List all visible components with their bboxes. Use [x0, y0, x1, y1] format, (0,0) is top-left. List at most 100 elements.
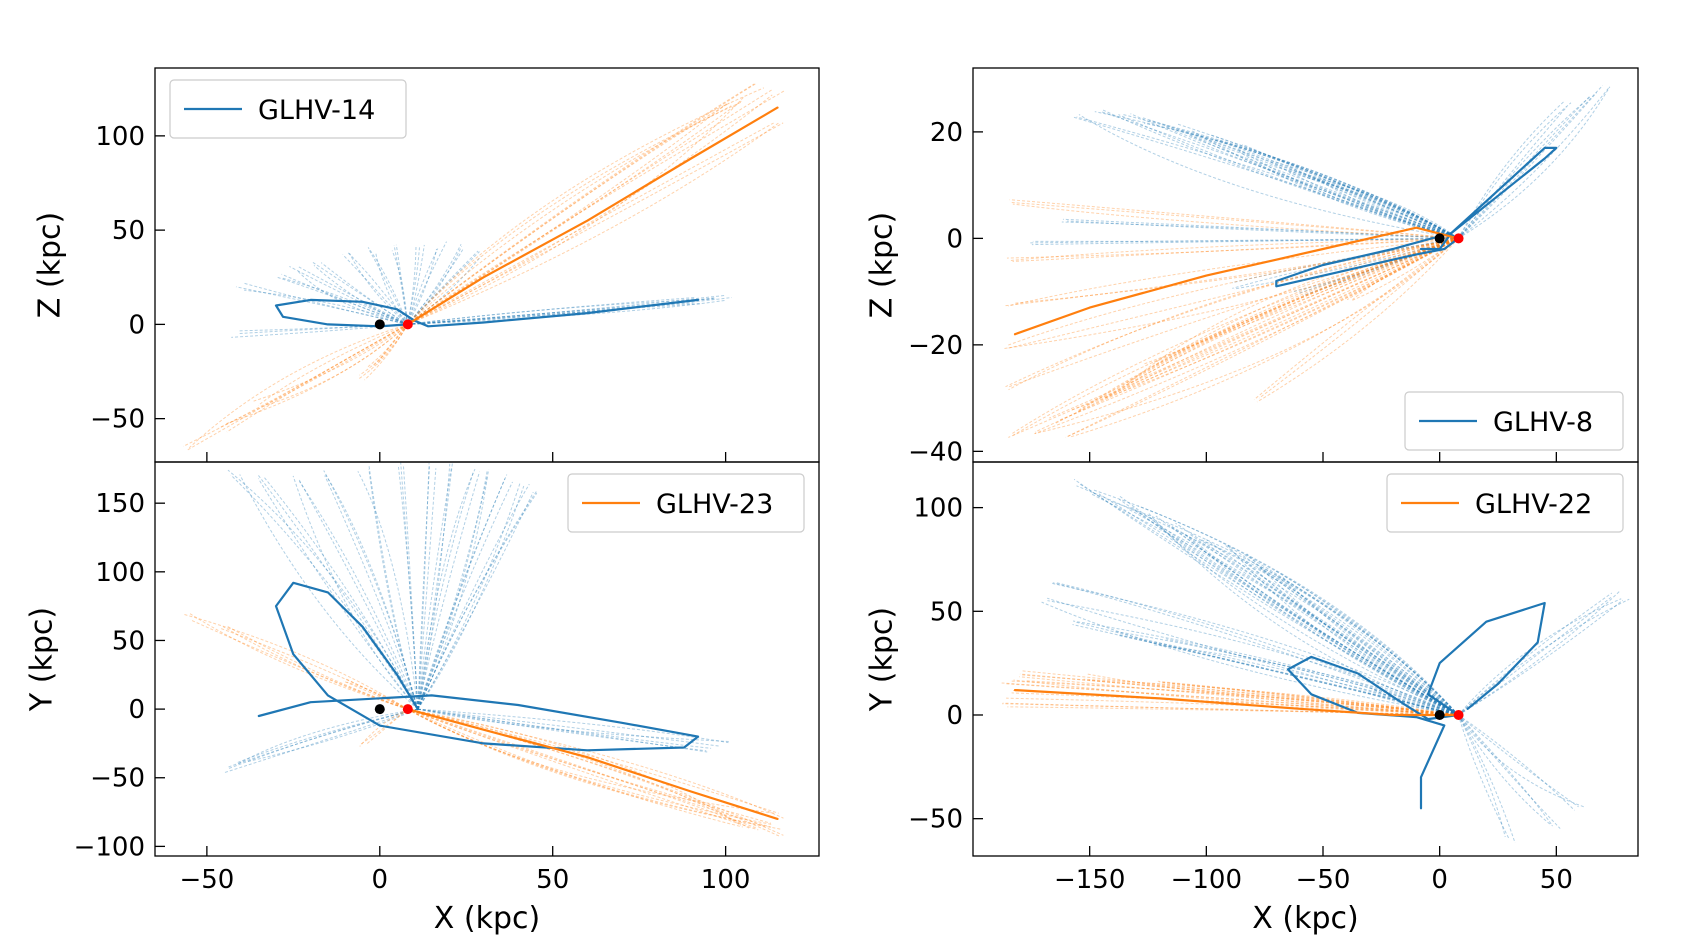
fan-trajectory-blue — [1458, 87, 1610, 239]
fan-trajectory-blue — [395, 244, 408, 325]
fan-trajectory-blue — [1457, 96, 1591, 239]
x-tick-label: 50 — [1540, 865, 1573, 895]
orbit-line-blue — [257, 581, 700, 752]
fan-trajectory-orange — [1002, 702, 1459, 716]
fan-trajectory-blue — [1079, 483, 1459, 716]
legend-box — [567, 473, 805, 533]
fan-trajectory-blue — [242, 282, 408, 325]
fan-trajectory-orange — [1103, 237, 1459, 399]
fan-trajectory-orange — [1152, 237, 1459, 364]
fan-trajectory-orange — [1258, 237, 1459, 399]
fan-trajectory-blue — [1132, 506, 1459, 716]
fan-trajectory-blue — [1225, 544, 1459, 716]
fan-trajectory-orange — [1006, 237, 1459, 349]
fan-trajectory-blue — [1165, 638, 1459, 716]
fan-trajectory-blue — [1170, 525, 1459, 716]
fan-trajectory-blue — [1029, 237, 1459, 244]
y-tick-label: −50 — [90, 405, 145, 435]
legend-label: GLHV-8 — [1493, 407, 1593, 438]
fan-trajectory-blue — [1148, 512, 1459, 716]
fan-trajectory-blue — [1172, 129, 1459, 239]
fan-trajectory-orange — [1019, 673, 1459, 716]
fan-trajectory-blue — [1232, 237, 1459, 284]
x-tick-label: −100 — [1171, 865, 1242, 895]
fan-trajectory-orange — [1021, 670, 1459, 716]
fan-trajectory-blue — [417, 483, 530, 710]
fan-trajectory-blue — [1118, 114, 1459, 239]
fan-trajectory-blue — [1366, 692, 1459, 716]
fan-trajectory-blue — [1302, 237, 1459, 296]
fan-trajectory-orange — [1351, 237, 1459, 302]
fan-trajectory-orange — [1005, 237, 1459, 388]
fan-trajectory-blue — [1306, 176, 1459, 239]
fan-trajectory-blue — [1111, 501, 1459, 716]
fan-trajectory-blue — [1457, 714, 1554, 827]
fan-trajectory-blue — [238, 323, 408, 332]
fan-trajectory-blue — [289, 266, 408, 325]
fan-trajectory-blue — [1288, 168, 1459, 239]
y-tick-label: 50 — [930, 597, 963, 627]
fan-trajectory-orange — [1059, 237, 1459, 421]
galactic-center-marker — [1434, 233, 1445, 244]
fan-trajectory-orange — [407, 97, 744, 325]
legend-label: GLHV-14 — [258, 95, 375, 126]
orbit-line-orange — [1013, 226, 1460, 336]
fan-trajectory-orange — [407, 708, 781, 830]
fan-trajectory-blue — [1457, 598, 1622, 716]
fan-trajectory-orange — [1153, 237, 1459, 367]
legend: GLHV-14 — [169, 79, 407, 139]
fan-trajectory-blue — [417, 469, 490, 710]
fan-trajectory-blue — [1102, 109, 1459, 239]
fan-trajectory-blue — [417, 476, 488, 710]
fan-trajectory-orange — [1004, 683, 1459, 716]
fan-trajectory-orange — [407, 100, 742, 325]
fan-trajectory-blue — [407, 244, 462, 325]
fan-trajectory-blue — [1457, 598, 1630, 716]
y-tick-label: 50 — [112, 216, 145, 246]
y-tick-label: 0 — [946, 701, 963, 731]
fan-trajectory-blue — [1368, 686, 1459, 716]
fan-trajectory-blue — [1457, 102, 1572, 239]
fan-trajectory-orange — [1009, 237, 1459, 262]
fan-trajectory-blue — [407, 250, 479, 325]
fan-trajectory-orange — [1078, 237, 1459, 412]
fan-trajectory-blue — [407, 297, 732, 325]
y-tick-label: 100 — [913, 494, 963, 524]
fan-trajectory-blue — [237, 708, 418, 765]
fan-trajectory-orange — [1055, 237, 1459, 424]
fan-trajectory-blue — [281, 277, 408, 325]
fan-trajectory-orange — [372, 324, 408, 367]
x-tick-label: 0 — [372, 865, 389, 895]
fan-trajectory-blue — [1218, 139, 1459, 239]
fan-trajectory-orange — [407, 122, 784, 325]
fan-trajectory-blue — [1457, 95, 1591, 239]
fan-trajectory-orange — [358, 324, 408, 380]
fan-trajectory-orange — [220, 628, 408, 710]
galactic-center-marker — [1434, 709, 1445, 720]
fan-trajectory-blue — [417, 491, 534, 710]
fan-trajectory-orange — [407, 708, 759, 831]
fan-trajectory-blue — [1202, 540, 1459, 716]
fan-trajectory-orange — [257, 323, 408, 406]
fan-trajectory-orange — [367, 324, 408, 368]
fan-trajectory-orange — [407, 87, 765, 325]
fan-trajectory-blue — [1055, 581, 1459, 716]
fan-trajectory-orange — [407, 122, 774, 325]
fan-trajectory-orange — [1005, 237, 1459, 307]
fan-trajectory-orange — [263, 324, 408, 407]
fan-trajectory-blue — [324, 475, 419, 710]
fan-trajectory-orange — [1083, 678, 1459, 716]
fan-trajectory-orange — [188, 323, 408, 449]
fan-trajectory-orange — [186, 323, 408, 452]
panel-bottom-left: −50 0 50 100 −100 −50 0 50 100 150 Y (kpc) X (kpc) G… — [25, 461, 820, 936]
y-tick-label: −40 — [908, 437, 963, 467]
fan-trajectory-orange — [407, 708, 784, 819]
fan-trajectory-blue — [1293, 237, 1459, 292]
fan-trajectory-blue — [292, 475, 419, 710]
fan-trajectory-blue — [417, 485, 525, 710]
fan-trajectory-blue — [357, 471, 419, 710]
y-tick-label: 100 — [95, 122, 145, 152]
fan-trajectory-orange — [1006, 237, 1459, 259]
fan-trajectory-blue — [375, 252, 408, 325]
fan-trajectory-orange — [346, 681, 408, 710]
